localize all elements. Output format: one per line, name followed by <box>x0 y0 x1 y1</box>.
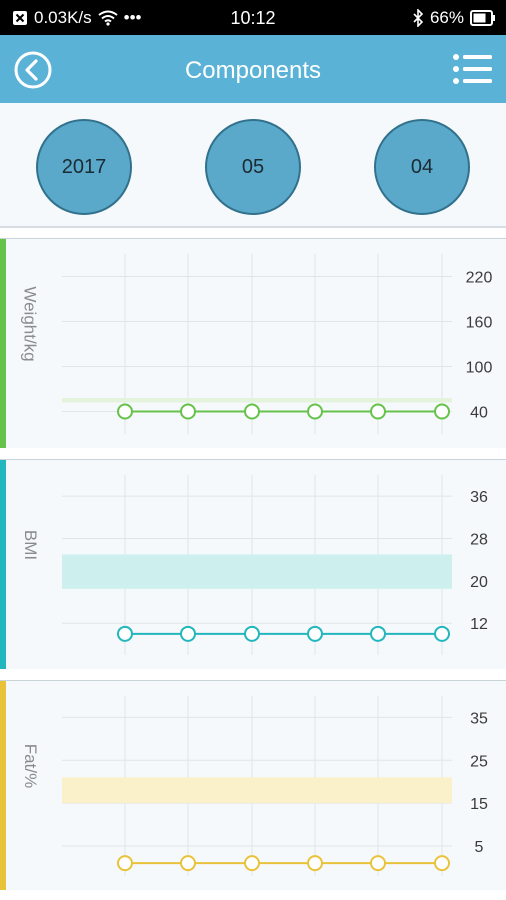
wifi-icon <box>98 10 118 26</box>
more-indicator: ••• <box>123 8 142 27</box>
weight-range-band <box>62 398 452 403</box>
network-speed: 0.03K/s <box>34 8 92 27</box>
fat-accent-bar <box>0 681 6 890</box>
fat-data-point-3 <box>307 855 323 872</box>
bmi-tick-label-0: 12 <box>470 616 488 633</box>
menu-button[interactable] <box>452 52 492 86</box>
year-picker[interactable]: 2017 <box>36 119 132 215</box>
fat-tick-label-3: 35 <box>470 710 488 727</box>
back-arrow-icon <box>14 51 52 89</box>
bmi-data-point-2 <box>244 625 260 642</box>
status-time: 10:12 <box>230 8 276 28</box>
weight-data-point-2 <box>244 403 260 420</box>
bmi-chart-panel: BMI 12 20 28 36 <box>0 459 506 669</box>
battery-percent: 66% <box>429 8 464 27</box>
day-picker[interactable]: 04 <box>374 119 470 215</box>
fat-range-band <box>62 777 452 804</box>
bmi-data-point-1 <box>180 625 196 642</box>
weight-tick-label-2: 160 <box>466 315 493 332</box>
bmi-data-point-5 <box>434 625 450 642</box>
weight-accent-bar <box>0 239 6 448</box>
weight-data-point-5 <box>434 403 450 420</box>
battery-icon <box>470 10 496 26</box>
date-selector: 2017 05 04 <box>0 103 506 228</box>
bmi-data-point-4 <box>370 625 386 642</box>
weight-tick-label-0: 40 <box>470 405 488 422</box>
weight-data-point-4 <box>370 403 386 420</box>
bmi-tick-label-1: 20 <box>470 574 488 591</box>
fat-tick-label-0: 5 <box>475 839 484 856</box>
bmi-range-band <box>62 554 452 589</box>
fat-tick-label-1: 15 <box>470 796 488 813</box>
weight-tick-label-3: 220 <box>466 270 493 287</box>
weight-data-point-3 <box>307 403 323 420</box>
notification-icon <box>12 10 28 26</box>
weight-chart: 40 100 160 220 <box>62 254 493 434</box>
fat-data-point-5 <box>434 855 450 872</box>
back-button[interactable] <box>14 51 52 89</box>
bmi-chart: 12 20 28 36 <box>62 475 488 655</box>
weight-data-point-1 <box>180 403 196 420</box>
weight-data-point-0 <box>117 403 133 420</box>
fat-data-point-2 <box>244 855 260 872</box>
bmi-data-point-0 <box>117 625 133 642</box>
bmi-tick-label-3: 36 <box>470 489 488 506</box>
bmi-accent-bar <box>0 460 6 669</box>
fat-data-point-1 <box>180 855 196 872</box>
fat-chart-panel: Fat/% 5 15 25 35 <box>0 680 506 890</box>
weight-chart-panel: Weight/kg 40 100 160 220 <box>0 238 506 448</box>
bmi-data-point-3 <box>307 625 323 642</box>
page-title: Components <box>184 57 322 84</box>
bmi-tick-label-2: 28 <box>470 532 488 549</box>
fat-data-point-0 <box>117 855 133 872</box>
month-picker[interactable]: 05 <box>205 119 301 215</box>
status-bar: 0.03K/s ••• 10:12 66% <box>0 0 506 35</box>
fat-chart: 5 15 25 35 <box>62 696 488 876</box>
list-menu-icon <box>453 54 492 84</box>
bluetooth-icon <box>412 9 424 27</box>
fat-tick-label-2: 25 <box>470 753 488 770</box>
weight-tick-label-1: 100 <box>466 360 493 377</box>
app-header: Components <box>0 35 506 103</box>
fat-data-point-4 <box>370 855 386 872</box>
